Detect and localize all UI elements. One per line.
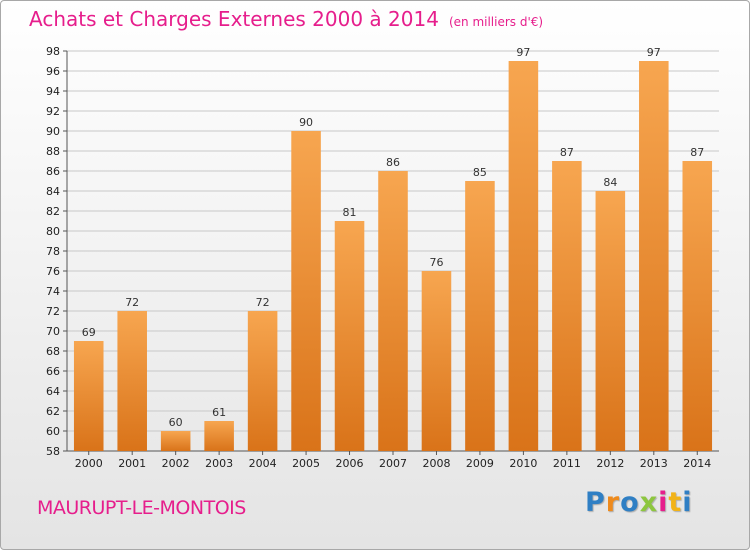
value-label-2005: 90 bbox=[299, 116, 313, 129]
proxiti-logo: Proxiti bbox=[585, 487, 693, 518]
logo-letter: P bbox=[585, 487, 606, 518]
x-tick-label-2012: 2012 bbox=[596, 457, 624, 470]
x-tick-label-2007: 2007 bbox=[379, 457, 407, 470]
bar-2002 bbox=[160, 431, 191, 451]
value-label-2014: 87 bbox=[690, 146, 704, 159]
bar-2000 bbox=[73, 341, 104, 451]
x-tick-label-2013: 2013 bbox=[640, 457, 668, 470]
value-label-2004: 72 bbox=[256, 296, 270, 309]
y-tick-label: 64 bbox=[46, 385, 60, 398]
logo-letter: x bbox=[639, 487, 659, 518]
y-tick-label: 80 bbox=[46, 225, 60, 238]
value-label-2011: 87 bbox=[560, 146, 574, 159]
y-tick-label: 70 bbox=[46, 325, 60, 338]
bar-2013 bbox=[639, 61, 669, 451]
x-tick-label-2005: 2005 bbox=[292, 457, 320, 470]
y-tick-label: 94 bbox=[46, 85, 60, 98]
x-tick-label-2004: 2004 bbox=[249, 457, 277, 470]
x-tick-label-2011: 2011 bbox=[553, 457, 581, 470]
x-tick-label-2000: 2000 bbox=[75, 457, 103, 470]
x-tick-label-2002: 2002 bbox=[162, 457, 190, 470]
y-tick-label: 76 bbox=[46, 265, 60, 278]
value-label-2010: 97 bbox=[516, 46, 530, 59]
bar-2010 bbox=[508, 61, 539, 451]
logo-letter: i bbox=[682, 487, 693, 518]
y-tick-label: 96 bbox=[46, 65, 60, 78]
y-tick-label: 72 bbox=[46, 305, 60, 318]
y-tick-label: 66 bbox=[46, 365, 60, 378]
bar-2009 bbox=[465, 181, 495, 451]
y-tick-label: 98 bbox=[46, 45, 60, 58]
value-label-2002: 60 bbox=[169, 416, 183, 429]
y-tick-label: 60 bbox=[46, 425, 60, 438]
logo-letter: t bbox=[668, 487, 683, 518]
y-tick-label: 78 bbox=[46, 245, 60, 258]
x-tick-label-2006: 2006 bbox=[336, 457, 364, 470]
y-tick-label: 58 bbox=[46, 445, 60, 458]
bar-2007 bbox=[378, 171, 408, 451]
x-tick-label-2003: 2003 bbox=[205, 457, 233, 470]
x-tick-label-2001: 2001 bbox=[118, 457, 146, 470]
value-label-2008: 76 bbox=[429, 256, 443, 269]
y-tick-label: 90 bbox=[46, 125, 60, 138]
bars: 69 72 60 61 72 90 81 86 76 85 97 87 84 97 87 bbox=[73, 46, 713, 451]
bar-2003 bbox=[204, 421, 234, 451]
bar-2004 bbox=[247, 311, 278, 451]
bar-2001 bbox=[117, 311, 147, 451]
logo-letter: i bbox=[658, 487, 669, 518]
chart-unit: (en milliers d'€) bbox=[448, 15, 544, 29]
y-tick-label: 84 bbox=[46, 185, 60, 198]
commune-name: MAURUPT-LE-MONTOIS bbox=[37, 497, 246, 519]
chart-title: Achats et Charges Externes 2000 à 2014 (e… bbox=[29, 7, 543, 31]
bar-2011 bbox=[552, 161, 582, 451]
bar-2012 bbox=[595, 191, 626, 451]
value-label-2001: 72 bbox=[125, 296, 139, 309]
bar-2005 bbox=[291, 131, 321, 451]
value-label-2003: 61 bbox=[212, 406, 226, 419]
value-label-2009: 85 bbox=[473, 166, 487, 179]
value-label-2006: 81 bbox=[343, 206, 357, 219]
bar-2008 bbox=[421, 271, 452, 451]
y-tick-label: 82 bbox=[46, 205, 60, 218]
y-tick-label: 74 bbox=[46, 285, 60, 298]
logo-letter: o bbox=[620, 487, 640, 518]
x-tick-label-2008: 2008 bbox=[422, 457, 450, 470]
bar-2006 bbox=[334, 221, 365, 451]
x-tick-label-2014: 2014 bbox=[683, 457, 711, 470]
bar-2014 bbox=[682, 161, 713, 451]
logo-letter: r bbox=[605, 487, 621, 518]
value-label-2013: 97 bbox=[647, 46, 661, 59]
chart-title-text: Achats et Charges Externes 2000 à 2014 bbox=[29, 7, 439, 31]
x-tick-label-2010: 2010 bbox=[509, 457, 537, 470]
y-tick-label: 62 bbox=[46, 405, 60, 418]
y-tick-label: 68 bbox=[46, 345, 60, 358]
y-tick-label: 92 bbox=[46, 105, 60, 118]
value-label-2007: 86 bbox=[386, 156, 400, 169]
x-tick-label-2009: 2009 bbox=[466, 457, 494, 470]
value-label-2012: 84 bbox=[603, 176, 617, 189]
y-tick-label: 86 bbox=[46, 165, 60, 178]
y-tick-label: 88 bbox=[46, 145, 60, 158]
value-label-2000: 69 bbox=[82, 326, 96, 339]
